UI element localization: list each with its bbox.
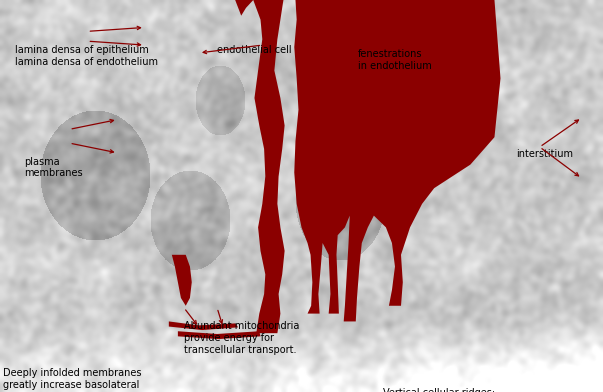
Text: Vertical cellular ridges:
interdigitate with
vertical grooves
and ridges
of adja: Vertical cellular ridges: interdigitate … [383, 388, 495, 392]
Polygon shape [169, 321, 238, 330]
Text: Deeply infolded membranes
greatly increase basolateral
surface area of epithelia: Deeply infolded membranes greatly increa… [3, 368, 148, 392]
Text: Abundant mitochondria
provide energy for
transcellular transport.: Abundant mitochondria provide energy for… [184, 321, 299, 355]
Polygon shape [294, 0, 500, 321]
Polygon shape [235, 0, 253, 16]
Polygon shape [178, 331, 260, 339]
Text: plasma
membranes: plasma membranes [24, 157, 83, 178]
Text: endothelial cell: endothelial cell [217, 45, 292, 55]
Text: lamina densa of epithelium
lamina densa of endothelium: lamina densa of epithelium lamina densa … [15, 45, 158, 67]
Text: interstitium: interstitium [516, 149, 573, 159]
Polygon shape [172, 255, 192, 306]
Text: fenestrations
in endothelium: fenestrations in endothelium [358, 49, 431, 71]
Polygon shape [253, 0, 285, 333]
